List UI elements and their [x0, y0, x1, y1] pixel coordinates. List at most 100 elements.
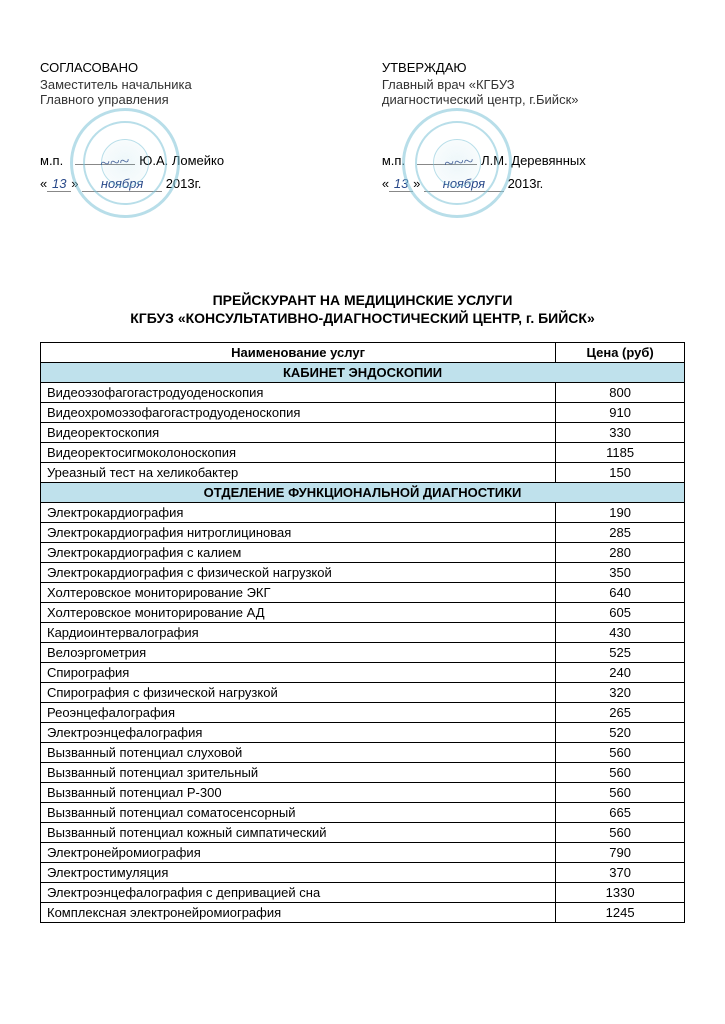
service-name: Видеоэзофагогастродуоденоскопия [41, 383, 556, 403]
table-row: Вызванный потенциал слуховой560 [41, 743, 685, 763]
table-row: Вызванный потенциал соматосенсорный665 [41, 803, 685, 823]
service-price: 190 [556, 503, 685, 523]
service-name: Вызванный потенциал Р-300 [41, 783, 556, 803]
service-name: Уреазный тест на хеликобактер [41, 463, 556, 483]
approval-left: СОГЛАСОВАНО Заместитель начальника Главн… [40, 60, 343, 192]
service-name: Электроэнцефалография [41, 723, 556, 743]
col-header-name: Наименование услуг [41, 343, 556, 363]
service-price: 350 [556, 563, 685, 583]
table-row: Комплексная электронейромиография1245 [41, 903, 685, 923]
document-title: ПРЕЙСКУРАНТ НА МЕДИЦИНСКИЕ УСЛУГИ [40, 292, 685, 308]
service-name: Реоэнцефалография [41, 703, 556, 723]
table-row: Кардиоинтервалография430 [41, 623, 685, 643]
table-row: Спирография с физической нагрузкой320 [41, 683, 685, 703]
day-right: 13 [389, 176, 413, 192]
approval-right-title: УТВЕРЖДАЮ [382, 60, 685, 75]
signature-row-left: м.п. Ю.А. Ломейко [40, 153, 343, 168]
service-price: 560 [556, 743, 685, 763]
service-price: 150 [556, 463, 685, 483]
mp-label: м.п. [382, 153, 405, 168]
approvals-row: СОГЛАСОВАНО Заместитель начальника Главн… [40, 60, 685, 192]
service-name: Электронейромиография [41, 843, 556, 863]
service-name: Электрокардиография [41, 503, 556, 523]
service-name: Кардиоинтервалография [41, 623, 556, 643]
approval-right: УТВЕРЖДАЮ Главный врач «КГБУЗ диагностич… [382, 60, 685, 192]
year-right: 2013г. [508, 176, 544, 191]
service-name: Электроэнцефалография с депривацией сна [41, 883, 556, 903]
table-row: Спирография240 [41, 663, 685, 683]
service-price: 370 [556, 863, 685, 883]
section-title: КАБИНЕТ ЭНДОСКОПИИ [41, 363, 685, 383]
service-price: 640 [556, 583, 685, 603]
service-name: Холтеровское мониторирование ЭКГ [41, 583, 556, 603]
signature-line [417, 164, 477, 165]
table-row: Электрокардиография с физической нагрузк… [41, 563, 685, 583]
service-price: 910 [556, 403, 685, 423]
document-subtitle: КГБУЗ «КОНСУЛЬТАТИВНО-ДИАГНОСТИЧЕСКИЙ ЦЕ… [40, 310, 685, 326]
section-title: ОТДЕЛЕНИЕ ФУНКЦИОНАЛЬНОЙ ДИАГНОСТИКИ [41, 483, 685, 503]
signer-name-right: Л.М. Деревянных [481, 153, 586, 168]
approval-right-role1: Главный врач «КГБУЗ [382, 77, 685, 92]
table-row: Видеоэзофагогастродуоденоскопия800 [41, 383, 685, 403]
price-table: Наименование услуг Цена (руб) КАБИНЕТ ЭН… [40, 342, 685, 923]
table-row: Видеоректосигмоколоноскопия1185 [41, 443, 685, 463]
service-price: 790 [556, 843, 685, 863]
service-price: 605 [556, 603, 685, 623]
service-price: 560 [556, 763, 685, 783]
service-name: Вызванный потенциал кожный симпатический [41, 823, 556, 843]
approval-left-role1: Заместитель начальника [40, 77, 343, 92]
table-row: Электростимуляция370 [41, 863, 685, 883]
table-row: Видеоректоскопия330 [41, 423, 685, 443]
service-price: 285 [556, 523, 685, 543]
signature-line [75, 164, 135, 165]
service-price: 280 [556, 543, 685, 563]
service-name: Вызванный потенциал соматосенсорный [41, 803, 556, 823]
service-name: Спирография [41, 663, 556, 683]
table-row: Холтеровское мониторирование АД605 [41, 603, 685, 623]
month-right: ноября [424, 176, 504, 192]
service-price: 525 [556, 643, 685, 663]
table-header-row: Наименование услуг Цена (руб) [41, 343, 685, 363]
service-name: Велоэргометрия [41, 643, 556, 663]
service-name: Вызванный потенциал слуховой [41, 743, 556, 763]
service-price: 320 [556, 683, 685, 703]
service-price: 1245 [556, 903, 685, 923]
section-header-row: КАБИНЕТ ЭНДОСКОПИИ [41, 363, 685, 383]
service-price: 1185 [556, 443, 685, 463]
service-price: 800 [556, 383, 685, 403]
service-price: 665 [556, 803, 685, 823]
service-price: 520 [556, 723, 685, 743]
table-row: Холтеровское мониторирование ЭКГ640 [41, 583, 685, 603]
service-name: Электростимуляция [41, 863, 556, 883]
table-row: Уреазный тест на хеликобактер150 [41, 463, 685, 483]
table-row: Электрокардиография нитроглициновая285 [41, 523, 685, 543]
service-price: 330 [556, 423, 685, 443]
approval-right-role2: диагностический центр, г.Бийск» [382, 92, 685, 107]
mp-label: м.п. [40, 153, 63, 168]
service-name: Электрокардиография с калием [41, 543, 556, 563]
table-row: Вызванный потенциал кожный симпатический… [41, 823, 685, 843]
service-price: 560 [556, 823, 685, 843]
table-row: Электроэнцефалография520 [41, 723, 685, 743]
service-name: Видеоректосигмоколоноскопия [41, 443, 556, 463]
service-price: 265 [556, 703, 685, 723]
service-name: Видеохромоэзофагогастродуоденоскопия [41, 403, 556, 423]
signer-name-left: Ю.А. Ломейко [139, 153, 224, 168]
table-row: Электронейромиография790 [41, 843, 685, 863]
table-row: Электроэнцефалография с депривацией сна1… [41, 883, 685, 903]
date-row-left: «13» ноября 2013г. [40, 176, 343, 192]
date-row-right: «13» ноября 2013г. [382, 176, 685, 192]
service-name: Вызванный потенциал зрительный [41, 763, 556, 783]
year-left: 2013г. [166, 176, 202, 191]
service-name: Комплексная электронейромиография [41, 903, 556, 923]
signature-row-right: м.п. Л.М. Деревянных [382, 153, 685, 168]
service-name: Электрокардиография с физической нагрузк… [41, 563, 556, 583]
table-row: Реоэнцефалография265 [41, 703, 685, 723]
section-header-row: ОТДЕЛЕНИЕ ФУНКЦИОНАЛЬНОЙ ДИАГНОСТИКИ [41, 483, 685, 503]
service-name: Спирография с физической нагрузкой [41, 683, 556, 703]
service-name: Видеоректоскопия [41, 423, 556, 443]
service-price: 1330 [556, 883, 685, 903]
approval-left-role2: Главного управления [40, 92, 343, 107]
service-price: 240 [556, 663, 685, 683]
table-row: Электрокардиография190 [41, 503, 685, 523]
